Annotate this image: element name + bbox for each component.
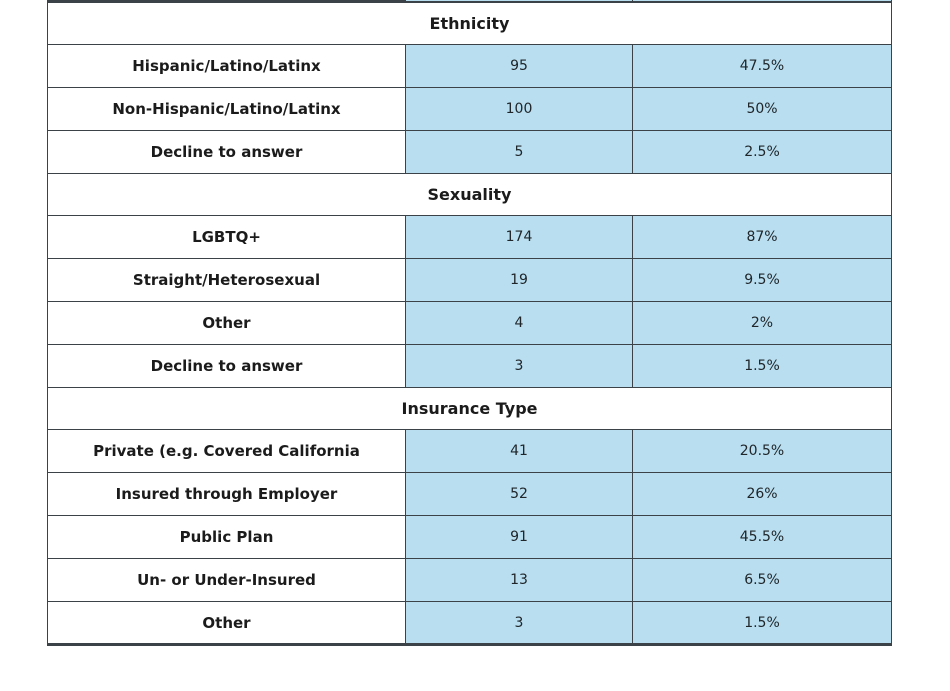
row-label-cell: Un- or Under-Insured: [47, 558, 406, 602]
row-count-cell: 5: [405, 130, 633, 174]
row-percent-cell: 2.5%: [632, 130, 892, 174]
row-label-cell: Decline to answer: [47, 130, 406, 174]
table-row: Hispanic/Latino/Latinx 95 47.5%: [47, 44, 892, 88]
row-percent-cell: 1.5%: [632, 344, 892, 388]
row-percent-cell: 26%: [632, 472, 892, 516]
table-row: Un- or Under-Insured 13 6.5%: [47, 558, 892, 602]
row-percent-cell: 47.5%: [632, 44, 892, 88]
row-percent-cell: 9.5%: [632, 258, 892, 302]
row-percent-cell: 20.5%: [632, 429, 892, 473]
row-percent-cell: 1.5%: [632, 601, 892, 646]
row-count-cell: 3: [405, 344, 633, 388]
row-count-cell: 100: [405, 87, 633, 131]
partial-percent-cell: [632, 0, 892, 3]
row-count-cell: 3: [405, 601, 633, 646]
table-row: Straight/Heterosexual 19 9.5%: [47, 258, 892, 302]
row-percent-cell: 50%: [632, 87, 892, 131]
row-label-cell: Insured through Employer: [47, 472, 406, 516]
row-count-cell: 174: [405, 215, 633, 259]
row-count-cell: 52: [405, 472, 633, 516]
row-label-cell: Other: [47, 601, 406, 646]
table-row: Insured through Employer 52 26%: [47, 472, 892, 516]
row-label-cell: Hispanic/Latino/Latinx: [47, 44, 406, 88]
row-count-cell: 41: [405, 429, 633, 473]
table-row: Decline to answer 3 1.5%: [47, 344, 892, 388]
partial-top-row: [47, 0, 892, 3]
table-row: Decline to answer 5 2.5%: [47, 130, 892, 174]
row-label-cell: Non-Hispanic/Latino/Latinx: [47, 87, 406, 131]
row-percent-cell: 45.5%: [632, 515, 892, 559]
row-percent-cell: 6.5%: [632, 558, 892, 602]
section-title: Ethnicity: [47, 1, 892, 45]
table-row: Other 3 1.5%: [47, 601, 892, 646]
row-label-cell: Private (e.g. Covered California: [47, 429, 406, 473]
table-row: Other 4 2%: [47, 301, 892, 345]
row-percent-cell: 2%: [632, 301, 892, 345]
section-title: Insurance Type: [47, 387, 892, 430]
row-label-cell: Public Plan: [47, 515, 406, 559]
table-row: Private (e.g. Covered California 41 20.5…: [47, 429, 892, 473]
row-count-cell: 4: [405, 301, 633, 345]
section-header-sexuality: Sexuality: [47, 173, 892, 216]
row-label-cell: Straight/Heterosexual: [47, 258, 406, 302]
demographics-table-container: Ethnicity Hispanic/Latino/Latinx 95 47.5…: [47, 0, 892, 646]
section-header-insurance-type: Insurance Type: [47, 387, 892, 430]
row-label-cell: Other: [47, 301, 406, 345]
row-count-cell: 13: [405, 558, 633, 602]
row-count-cell: 91: [405, 515, 633, 559]
row-count-cell: 95: [405, 44, 633, 88]
section-title: Sexuality: [47, 173, 892, 216]
section-header-ethnicity: Ethnicity: [47, 1, 892, 45]
row-percent-cell: 87%: [632, 215, 892, 259]
table-row: Non-Hispanic/Latino/Latinx 100 50%: [47, 87, 892, 131]
row-label-cell: Decline to answer: [47, 344, 406, 388]
table-row: LGBTQ+ 174 87%: [47, 215, 892, 259]
row-count-cell: 19: [405, 258, 633, 302]
table-row: Public Plan 91 45.5%: [47, 515, 892, 559]
row-label-cell: LGBTQ+: [47, 215, 406, 259]
demographics-table: Ethnicity Hispanic/Latino/Latinx 95 47.5…: [47, 0, 892, 646]
